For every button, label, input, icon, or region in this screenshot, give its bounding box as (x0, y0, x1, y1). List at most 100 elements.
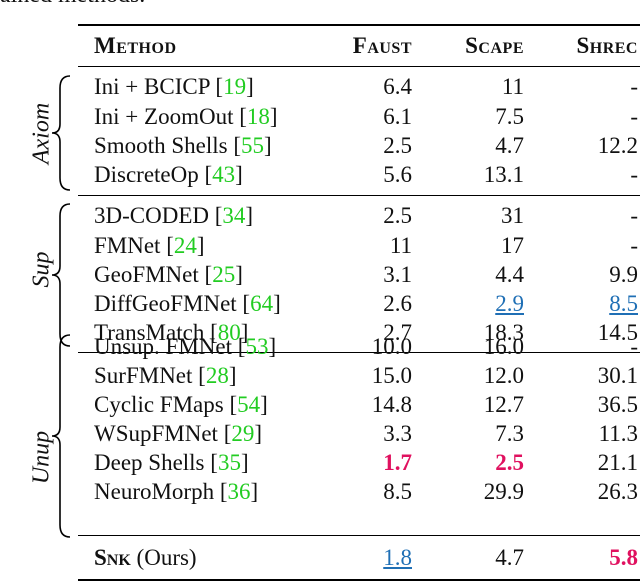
faust-value: 3.1 (383, 262, 412, 287)
faust-value-best: 1.7 (383, 450, 412, 475)
shrec-value: 30.1 (597, 363, 638, 388)
method-name: WSupFMNet [29] (94, 421, 263, 446)
faust-value: 10.0 (371, 334, 412, 359)
method-name: 3D-CODED [34] (94, 203, 254, 228)
shrec-value: - (630, 104, 638, 129)
faust-value: 2.5 (383, 133, 412, 158)
scape-value: 7.3 (495, 421, 524, 446)
scape-value: 12.0 (483, 363, 524, 388)
method-name: Ini + BCICP [19] (94, 74, 254, 99)
scape-value: 12.7 (483, 392, 524, 417)
citation-link[interactable]: 36 (227, 479, 251, 504)
faust-value: 6.1 (383, 104, 412, 129)
header-shrec: Shrec (576, 33, 638, 58)
method-name: DiscreteOp [43] (94, 162, 243, 187)
shrec-value-best: 5.8 (609, 545, 638, 570)
shrec-value: - (630, 162, 638, 187)
method-name: Ini + ZoomOut [18] (94, 104, 278, 129)
shrec-value: 36.5 (597, 392, 638, 417)
citation-link[interactable]: 25 (212, 262, 236, 287)
method-name: Cyclic FMaps [54] (94, 392, 268, 417)
table-row: GeoFMNet [25] 3.1 4.4 9.9 (0, 260, 640, 290)
scape-value: 31 (501, 203, 524, 228)
table-row-ours: Snk (Ours) 1.8 4.7 5.8 (0, 543, 640, 573)
faust-value: 2.7 (383, 320, 412, 345)
group-brace-unup (51, 334, 71, 538)
header-scape: Scape (465, 33, 524, 58)
table-row: Ini + ZoomOut [18] 6.1 7.5 - (0, 102, 640, 132)
scape-value: 7.5 (495, 104, 524, 129)
table-row: DiffGeoFMNet [64] 2.6 2.9 8.5 (0, 289, 640, 319)
header-faust: Faust (352, 33, 412, 58)
table-row: Unsup. FMNet [53] 10.0 16.0 - (0, 332, 640, 362)
header-rule (78, 66, 640, 67)
top-rule (78, 24, 640, 26)
scape-value-best: 2.5 (495, 450, 524, 475)
faust-value: 2.5 (383, 203, 412, 228)
method-name: Unsup. FMNet [53] (94, 334, 277, 359)
table-row: Smooth Shells [55] 2.5 4.7 12.2 (0, 131, 640, 161)
faust-value: 15.0 (371, 363, 412, 388)
method-name: TransMatch [80] (94, 320, 249, 345)
citation-link[interactable]: 55 (240, 133, 264, 158)
citation-link[interactable]: 19 (223, 74, 247, 99)
table-row: Deep Shells [35] 1.7 2.5 21.1 (0, 448, 640, 478)
method-name: FMNet [24] (94, 233, 205, 258)
method-name: NeuroMorph [36] (94, 479, 259, 504)
citation-link[interactable]: 53 (245, 334, 269, 359)
faust-value: 14.8 (371, 392, 412, 417)
group-rule (78, 195, 640, 196)
faust-value: 8.5 (383, 479, 412, 504)
method-name: DiffGeoFMNet [64] (94, 291, 281, 316)
shrec-value: - (630, 334, 638, 359)
citation-link[interactable]: 43 (212, 162, 236, 187)
citation-link[interactable]: 29 (231, 421, 255, 446)
scape-value-second-best: 2.9 (495, 291, 524, 316)
scape-value: 4.7 (495, 545, 524, 570)
citation-link[interactable]: 28 (205, 363, 229, 388)
table-row: SurFMNet [28] 15.0 12.0 30.1 (0, 361, 640, 391)
header-method: Method (94, 33, 177, 58)
scape-value: 11 (501, 74, 524, 99)
faust-value: 3.3 (383, 421, 412, 446)
caption-fragment: ained methods. (0, 0, 145, 9)
scape-value: 16.0 (483, 334, 524, 359)
citation-link[interactable]: 35 (217, 450, 241, 475)
shrec-value: - (630, 74, 638, 99)
table-row: DiscreteOp [43] 5.6 13.1 - (0, 160, 640, 190)
citation-link[interactable]: 80 (217, 320, 241, 345)
shrec-value: 11.3 (598, 421, 638, 446)
scape-value: 29.9 (483, 479, 524, 504)
table-row: WSupFMNet [29] 3.3 7.3 11.3 (0, 419, 640, 449)
shrec-value: 9.9 (609, 262, 638, 287)
group-rule (78, 352, 640, 353)
faust-value: 11 (389, 233, 412, 258)
method-name: SurFMNet [28] (94, 363, 237, 388)
scape-value: 4.7 (495, 133, 524, 158)
shrec-value: 21.1 (597, 450, 638, 475)
citation-link[interactable]: 54 (237, 392, 261, 417)
citation-link[interactable]: 34 (222, 203, 246, 228)
citation-link[interactable]: 18 (246, 104, 270, 129)
citation-link[interactable]: 24 (173, 233, 197, 258)
citation-link[interactable]: 64 (250, 291, 274, 316)
shrec-value: - (630, 233, 638, 258)
bottom-rule (78, 579, 640, 581)
faust-value-second-best: 1.8 (383, 545, 412, 570)
shrec-value: - (630, 203, 638, 228)
table-row: FMNet [24] 11 17 - (0, 231, 640, 261)
group-brace-sup (51, 203, 71, 347)
method-name: GeoFMNet [25] (94, 262, 243, 287)
table-row: NeuroMorph [36] 8.5 29.9 26.3 (0, 477, 640, 507)
method-name: Smooth Shells [55] (94, 133, 272, 158)
scape-value: 4.4 (495, 262, 524, 287)
faust-value: 5.6 (383, 162, 412, 187)
method-name: Deep Shells [35] (94, 450, 249, 475)
table-row: 3D-CODED [34] 2.5 31 - (0, 201, 640, 231)
table-row: Cyclic FMaps [54] 14.8 12.7 36.5 (0, 390, 640, 420)
shrec-value: 14.5 (597, 320, 638, 345)
faust-value: 6.4 (383, 74, 412, 99)
scape-value: 13.1 (483, 162, 524, 187)
faust-value: 2.6 (383, 291, 412, 316)
method-name-ours: Snk (Ours) (94, 545, 197, 570)
